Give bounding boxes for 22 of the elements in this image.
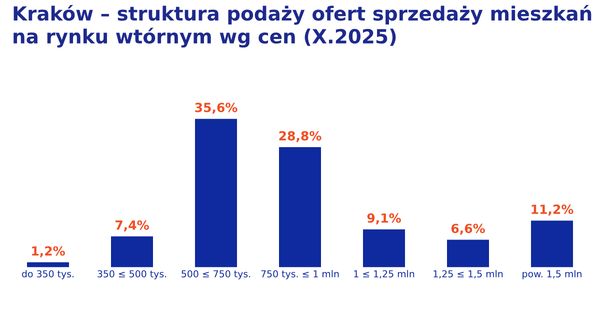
chart-title: Kraków – struktura podaży ofert sprzedaży mieszkań na rynku wtórnym wg cen (X.2025) (14, 4, 592, 48)
bar (279, 147, 321, 268)
x-tick-label: 1,25 ≤ 1,5 mln (434, 270, 503, 278)
data-label: 1,2% (32, 246, 65, 258)
x-tick-label: 350 ≤ 500 tys. (98, 270, 166, 280)
data-label: 9,1% (367, 213, 401, 224)
data-label: 7,4% (116, 220, 149, 232)
data-label: 35,6% (195, 102, 238, 114)
data-label: 28,8% (279, 131, 322, 142)
bar (447, 240, 489, 268)
bar (111, 236, 153, 268)
x-tick-label: pow. 1,5 mln (522, 270, 582, 280)
bar (531, 220, 573, 268)
x-tick-label: 750 tys. ≤ 1 mln (261, 270, 339, 280)
x-tick-label: 1 ≤ 1,25 mln (354, 270, 414, 278)
bar (363, 229, 405, 268)
data-label: 6,6% (451, 224, 485, 235)
bar (195, 118, 237, 268)
data-label: 11,2% (532, 204, 574, 216)
x-tick-label: 500 ≤ 750 tys. (182, 270, 250, 280)
bar (27, 262, 69, 268)
x-tick-label: do 350 tys. (22, 270, 74, 280)
